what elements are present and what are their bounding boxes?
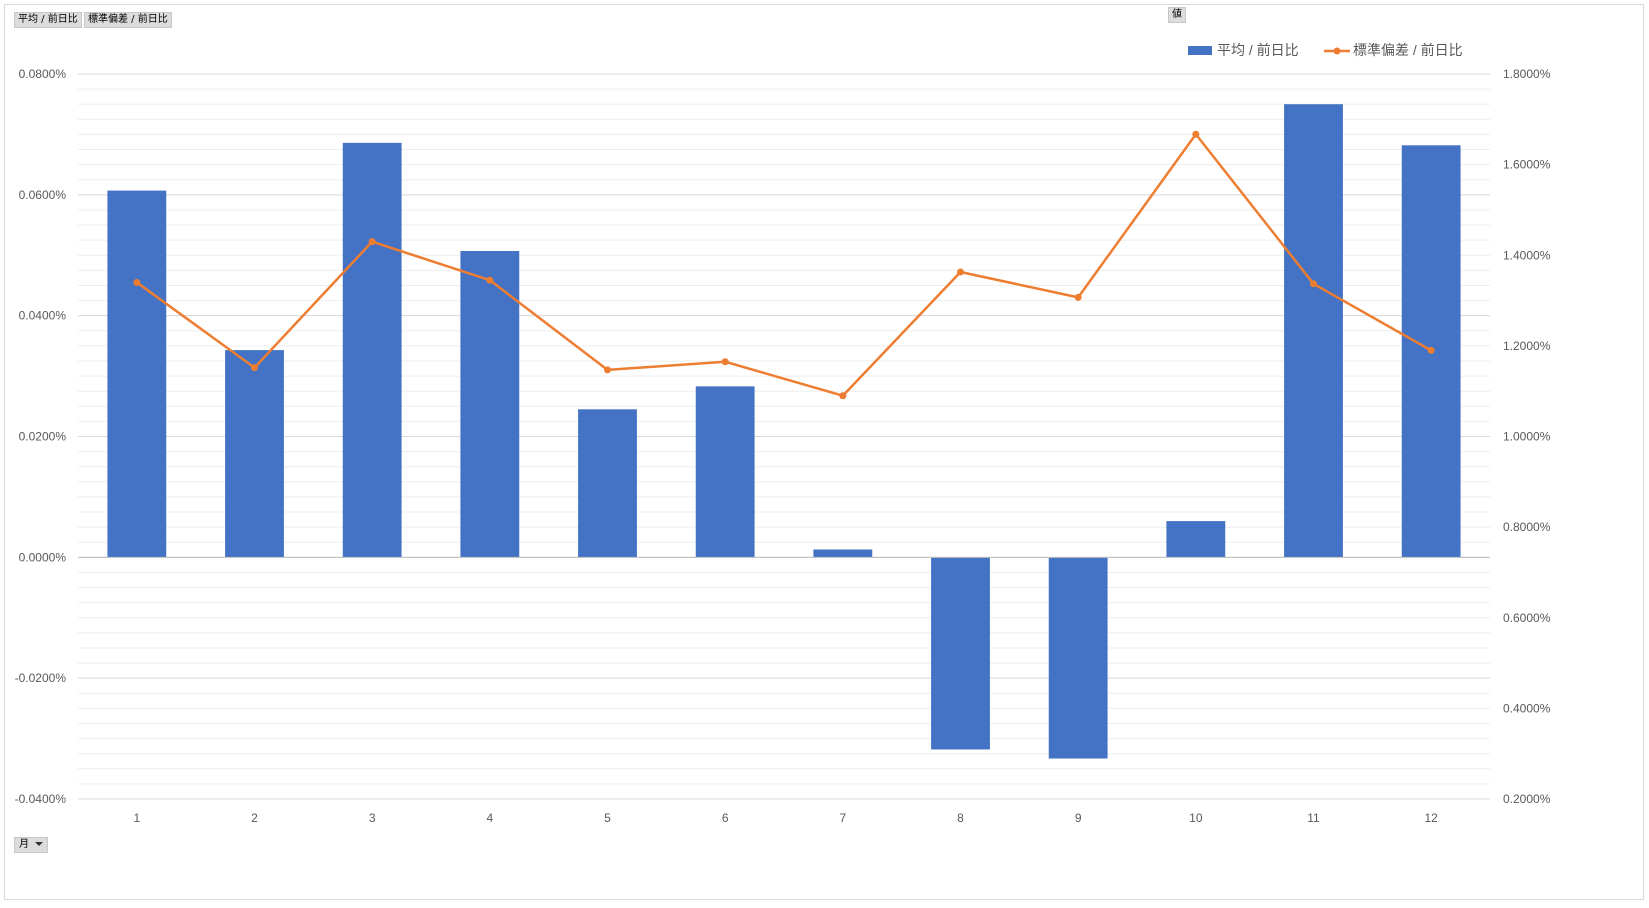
y-right-tick-label: 1.0000% bbox=[1503, 430, 1551, 444]
y-right-tick-label: 0.6000% bbox=[1503, 611, 1551, 625]
line-point bbox=[1192, 130, 1200, 138]
y-left-tick-label: -0.0200% bbox=[15, 671, 67, 685]
x-tick-label: 12 bbox=[1424, 811, 1438, 825]
y-right-tick-label: 0.2000% bbox=[1503, 792, 1551, 806]
bar-mark bbox=[1166, 521, 1226, 558]
bar-mark bbox=[342, 142, 402, 558]
bar-mark bbox=[1048, 557, 1108, 759]
line-point bbox=[1310, 280, 1317, 288]
y-right-tick-label: 1.8000% bbox=[1503, 67, 1551, 81]
line-point bbox=[368, 238, 376, 246]
field-button-average[interactable]: 平均 / 前日比 bbox=[14, 12, 82, 28]
x-tick-label: 5 bbox=[604, 811, 611, 825]
y-right-tick-label: 0.4000% bbox=[1503, 701, 1551, 715]
line-point bbox=[721, 358, 729, 366]
x-tick-label: 3 bbox=[369, 811, 376, 825]
bar-mark bbox=[578, 409, 637, 558]
x-tick-label: 1 bbox=[133, 811, 140, 825]
bars-layer bbox=[107, 104, 1461, 759]
month-filter-label: 月 bbox=[19, 839, 29, 850]
x-tick-label: 11 bbox=[1307, 811, 1320, 825]
line-point bbox=[251, 364, 258, 372]
bar-mark bbox=[695, 386, 755, 558]
line-layer bbox=[133, 130, 1435, 400]
x-tick-label: 10 bbox=[1189, 811, 1203, 825]
bar-mark bbox=[931, 557, 990, 750]
legend-layer: 平均 / 前日比 標準偏差 / 前日比 bbox=[1188, 42, 1463, 58]
line-point bbox=[839, 392, 847, 400]
y-left-tick-label: 0.0400% bbox=[19, 309, 67, 323]
y-left-tick-label: 0.0800% bbox=[19, 67, 67, 81]
bar-mark bbox=[460, 251, 520, 558]
x-tick-label: 8 bbox=[957, 811, 964, 825]
y-left-tick-label: 0.0200% bbox=[19, 430, 67, 444]
legend-swatch-point bbox=[1333, 47, 1341, 55]
chevron-down-icon bbox=[35, 842, 43, 846]
y-right-tick-label: 1.6000% bbox=[1503, 158, 1551, 172]
x-tick-label: 2 bbox=[251, 811, 258, 825]
y-right-tick-label: 1.4000% bbox=[1503, 248, 1551, 262]
bar-mark bbox=[813, 549, 873, 558]
y-right-tick-label: 0.8000% bbox=[1503, 520, 1551, 534]
axis-layer: -0.0400% -0.0200% 0.0000% 0.0200% 0.0400% 0.0… bbox=[15, 67, 1551, 825]
legend-swatch-bar bbox=[1188, 46, 1212, 55]
grid-layer bbox=[78, 73, 1490, 800]
line-point bbox=[957, 268, 964, 276]
y-right-tick-label: 1.2000% bbox=[1503, 339, 1551, 353]
line-point bbox=[133, 278, 141, 286]
field-button-stddev[interactable]: 標準偏差 / 前日比 bbox=[84, 12, 172, 28]
x-tick-label: 7 bbox=[839, 811, 846, 825]
stddev-line bbox=[136, 133, 1432, 397]
x-tick-label: 9 bbox=[1075, 811, 1082, 825]
y-left-tick-label: 0.0600% bbox=[19, 188, 67, 202]
line-point bbox=[1074, 293, 1082, 301]
y-left-tick-label: -0.0400% bbox=[15, 792, 67, 806]
legend-label-average: 平均 / 前日比 bbox=[1217, 42, 1299, 58]
bar-mark bbox=[225, 350, 284, 558]
line-point bbox=[604, 366, 611, 374]
bar-mark bbox=[1284, 104, 1343, 558]
legend-label-stddev: 標準偏差 / 前日比 bbox=[1353, 42, 1463, 58]
line-point bbox=[1427, 346, 1435, 354]
month-filter-button[interactable]: 月 bbox=[14, 837, 48, 853]
field-button-values[interactable]: 値 bbox=[1168, 7, 1186, 23]
line-point bbox=[486, 276, 494, 284]
x-tick-label: 6 bbox=[722, 811, 729, 825]
bar-mark bbox=[107, 190, 167, 558]
y-left-tick-label: 0.0000% bbox=[19, 550, 67, 564]
x-tick-label: 4 bbox=[486, 811, 493, 825]
chart-frame bbox=[4, 4, 1644, 900]
